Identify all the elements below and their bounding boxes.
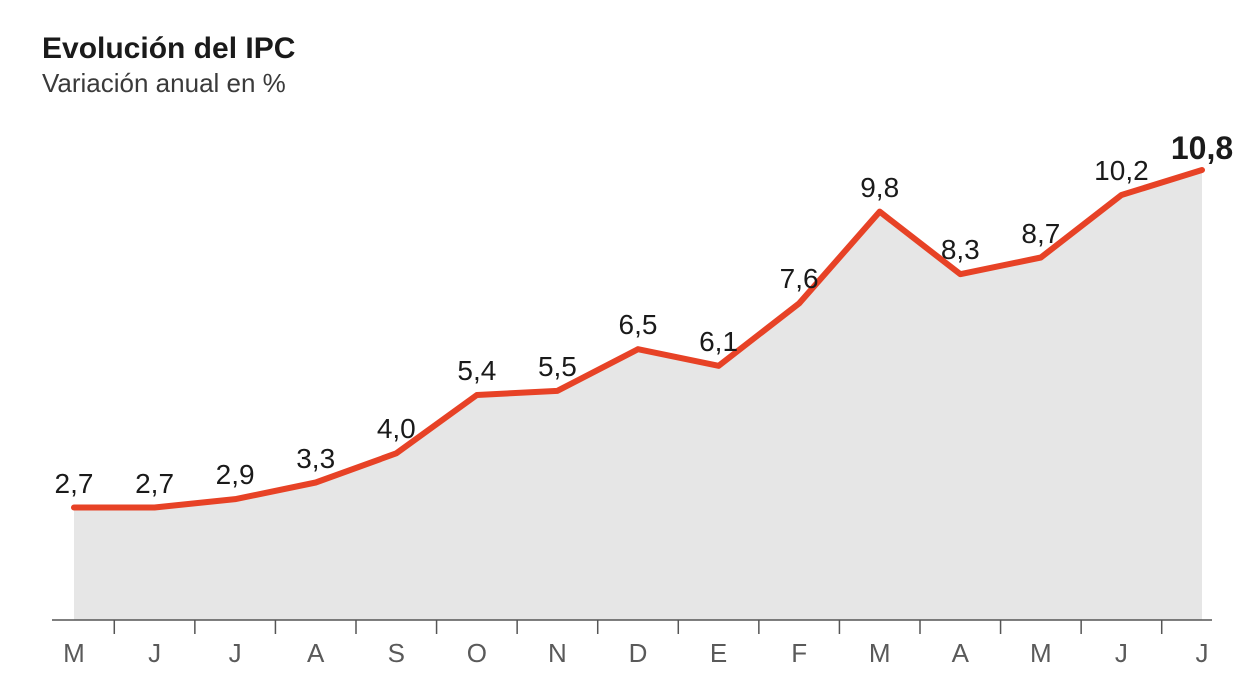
data-label: 9,8 [860,172,899,204]
data-label: 5,4 [457,355,496,387]
x-axis-label: D [629,638,648,669]
x-axis-label: M [869,638,891,669]
x-axis-label: A [307,638,324,669]
data-label: 7,6 [780,263,819,295]
x-axis-label: J [148,638,161,669]
chart-area: MJJASONDEFMAMJJ2,72,72,93,34,05,45,56,56… [42,60,1212,650]
data-label: 6,5 [619,309,658,341]
data-label: 8,7 [1021,218,1060,250]
x-axis-label: F [791,638,807,669]
x-axis-label: J [229,638,242,669]
data-label: 2,9 [216,459,255,491]
x-axis-label: E [710,638,727,669]
x-axis-label: M [1030,638,1052,669]
x-axis-label: N [548,638,567,669]
x-axis-label: A [952,638,969,669]
chart-container: Evolución del IPC Variación anual en % M… [0,0,1248,698]
data-label: 10,8 [1171,130,1233,167]
data-label: 8,3 [941,234,980,266]
x-axis-label: S [388,638,405,669]
chart-svg [42,60,1212,650]
data-label: 2,7 [55,468,94,500]
x-axis-label: M [63,638,85,669]
data-label: 6,1 [699,326,738,358]
data-label: 2,7 [135,468,174,500]
data-label: 5,5 [538,351,577,383]
x-axis-label: O [467,638,487,669]
data-label: 4,0 [377,413,416,445]
x-axis-label: J [1196,638,1209,669]
data-label: 10,2 [1094,155,1149,187]
data-label: 3,3 [296,443,335,475]
x-axis-label: J [1115,638,1128,669]
